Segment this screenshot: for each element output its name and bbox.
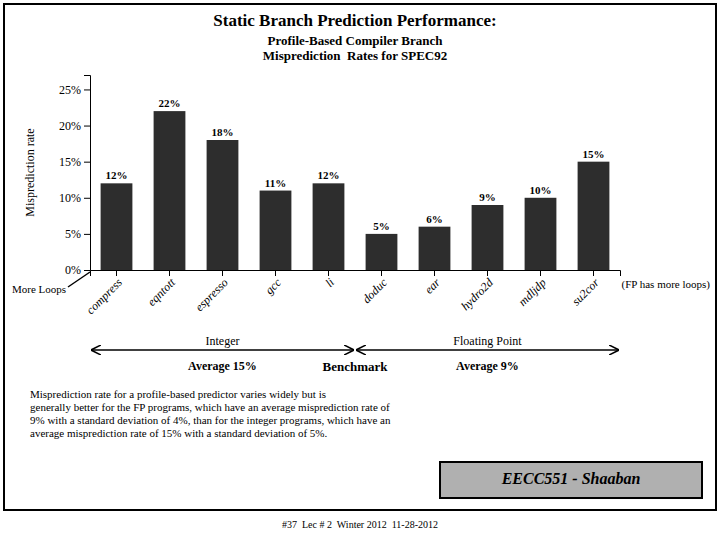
x-tick: gcc <box>262 270 284 297</box>
bar <box>578 162 610 270</box>
bar <box>207 140 239 270</box>
description-line: Misprediction rate for a profile-based p… <box>30 388 326 400</box>
data-labels: 12% 22% 18% 11% 12% 5% 6% 9% 10% 15% <box>106 97 605 232</box>
y-axis-title: Misprediction rate <box>23 128 37 216</box>
chart: Static Branch Prediction Performance: Pro… <box>0 0 720 540</box>
data-label: 10% <box>530 184 552 196</box>
data-label: 11% <box>265 177 286 189</box>
subtitle-line: Misprediction Rates for SPEC92 <box>263 48 447 63</box>
bars <box>101 111 610 270</box>
group-average: Average 15% <box>188 359 257 373</box>
x-tick-label: su2cor <box>569 275 602 308</box>
data-label: 6% <box>426 213 443 225</box>
x-axis-line <box>91 271 621 277</box>
y-tick-label: 20% <box>59 119 81 133</box>
group-name: Floating Point <box>453 334 522 348</box>
x-tick-mark <box>275 270 276 276</box>
y-tick-label: 15% <box>59 155 81 169</box>
x-tick-mark <box>222 270 223 276</box>
frame <box>4 4 716 510</box>
group-average: Average 9% <box>456 359 519 373</box>
title: Static Branch Prediction Performance: <box>213 11 496 30</box>
description-line: average misprediction rate of 15% with a… <box>30 427 327 439</box>
x-tick-mark <box>540 270 541 276</box>
y-tick-mark <box>84 162 90 163</box>
x-tick-label: ear <box>422 275 443 296</box>
x-tick-label: compress <box>83 275 125 317</box>
bar <box>101 183 133 270</box>
x-tick-mark <box>434 270 435 276</box>
y-tick: 5% <box>65 227 90 241</box>
x-tick-label: eqntott <box>145 275 179 309</box>
data-label: 15% <box>583 148 605 160</box>
x-tick-label: espresso <box>192 275 231 314</box>
x-tick-mark <box>487 270 488 276</box>
x-tick-mark <box>593 270 594 276</box>
y-tick: 25% <box>59 83 90 97</box>
description-line: generally better for the FP programs, wh… <box>30 401 390 413</box>
bar <box>313 183 345 270</box>
y-tick-mark <box>84 198 90 199</box>
subtitle: Profile-Based Compiler BranchMispredicti… <box>263 33 447 63</box>
y-axis-line <box>84 76 91 271</box>
description: Misprediction rate for a profile-based p… <box>30 388 391 439</box>
y-tick-label: 10% <box>59 191 81 205</box>
y-tick-mark <box>84 89 90 90</box>
x-tick-label: mdljdp <box>516 275 549 308</box>
bar <box>366 234 398 270</box>
x-tick: compress <box>83 270 125 317</box>
signature-box <box>440 462 702 498</box>
group-name: Integer <box>206 334 240 348</box>
subtitle-line: Profile-Based Compiler Branch <box>267 33 443 48</box>
x-tick-label: doduc <box>359 275 390 306</box>
y-tick-label: 0% <box>65 263 81 277</box>
data-label: 12% <box>318 169 340 181</box>
description-line: 9% with a standard deviation of 4%, than… <box>30 414 391 426</box>
x-tick: su2cor <box>569 270 602 308</box>
data-label: 9% <box>479 191 496 203</box>
bar <box>525 198 557 270</box>
x-tick-mark <box>328 270 329 276</box>
group-arrow <box>92 349 353 351</box>
x-tick: mdljdp <box>516 270 549 309</box>
x-tick: eqntott <box>145 270 179 309</box>
y-tick: 10% <box>59 191 90 205</box>
x-tick-label: hydro2d <box>458 275 497 314</box>
annotation: More Loops <box>12 283 66 295</box>
bar <box>472 205 504 270</box>
group-arrow <box>357 349 618 351</box>
y-tick-mark <box>84 234 90 235</box>
x-tick-label: li <box>322 275 337 290</box>
x-tick-mark <box>381 270 382 276</box>
data-label: 5% <box>373 220 390 232</box>
data-label: 18% <box>212 126 234 138</box>
y-tick-label: 25% <box>59 83 81 97</box>
y-axis: 0% 5% 10% 15% 20% 25% <box>59 76 91 278</box>
x-tick-mark <box>116 270 117 276</box>
bar <box>260 191 292 270</box>
y-tick-mark <box>84 126 90 127</box>
x-tick: hydro2d <box>458 270 497 313</box>
x-axis-title: Benchmark <box>323 359 389 374</box>
bar <box>154 111 186 270</box>
x-tick-label: gcc <box>262 275 284 297</box>
data-label: 12% <box>106 169 128 181</box>
data-label: 22% <box>159 97 181 109</box>
annotation-line <box>68 272 90 287</box>
y-tick-mark <box>84 270 90 271</box>
y-tick-label: 5% <box>65 227 81 241</box>
bar <box>419 227 451 270</box>
footnote: #37 Lec # 2 Winter 2012 11-28-2012 <box>282 519 438 530</box>
x-tick: li <box>322 270 337 290</box>
y-tick: 15% <box>59 155 90 169</box>
y-tick: 20% <box>59 119 90 133</box>
x-axis: compress eqntott espresso gcc li doduc earhydr… <box>83 270 620 317</box>
x-tick: ear <box>422 270 443 297</box>
annotation: (FP has more loops) <box>621 278 710 291</box>
x-tick-mark <box>169 270 170 276</box>
signature: EECC551 - Shaaban <box>501 470 641 487</box>
x-tick: espresso <box>192 270 231 314</box>
x-tick: doduc <box>359 270 390 306</box>
